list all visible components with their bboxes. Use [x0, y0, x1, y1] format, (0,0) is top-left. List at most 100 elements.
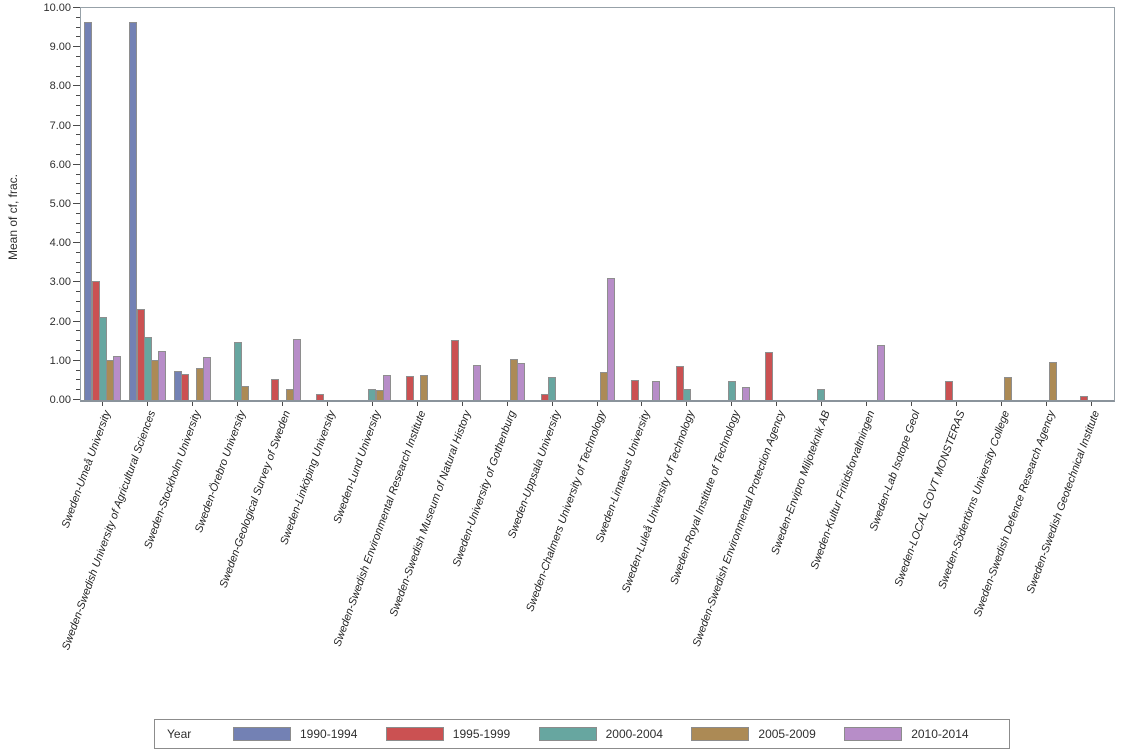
legend-item: 2005-2009 — [691, 727, 844, 741]
y-minor-tick — [76, 36, 80, 37]
bar — [607, 278, 615, 400]
x-category-label: Sweden-Umeå University — [59, 409, 114, 530]
x-tick — [417, 402, 418, 406]
y-tick-label: 8.00 — [49, 80, 71, 92]
legend-swatch — [385, 727, 444, 741]
y-tick-label: 4.00 — [49, 237, 71, 249]
legend-title: Year — [167, 727, 192, 741]
legend-swatch — [691, 727, 750, 741]
y-minor-tick — [76, 379, 80, 380]
x-category-label: Sweden-Swedish Environmental Protection … — [690, 409, 788, 649]
y-minor-tick — [76, 56, 80, 57]
x-category-label: Sweden-Uppsala University — [505, 409, 564, 541]
y-minor-tick — [76, 301, 80, 302]
x-tick — [911, 402, 912, 406]
x-tick — [776, 402, 777, 406]
bar — [84, 22, 92, 400]
y-minor-tick — [76, 134, 80, 135]
y-major-tick — [73, 125, 80, 126]
y-major-tick — [73, 85, 80, 86]
y-minor-tick — [76, 174, 80, 175]
bar — [129, 22, 137, 400]
bar — [742, 387, 750, 400]
legend-swatch — [844, 727, 903, 741]
x-tick — [1091, 402, 1092, 406]
y-minor-tick — [76, 183, 80, 184]
x-tick — [597, 402, 598, 406]
bar — [548, 377, 556, 400]
bar — [451, 340, 459, 400]
x-category-label: Sweden-Örebro University — [192, 409, 249, 535]
y-minor-tick — [76, 193, 80, 194]
bar — [1049, 362, 1057, 400]
y-major-tick — [73, 7, 80, 8]
legend: Year 1990-1994 1995-1999 2000-2004 2005-200… — [154, 719, 1010, 749]
x-tick — [372, 402, 373, 406]
x-category-label: Sweden-Swedish Defence Research Agency — [971, 409, 1058, 619]
legend-label: 1990-1994 — [300, 727, 358, 741]
y-minor-tick — [76, 311, 80, 312]
bar — [1004, 377, 1012, 400]
x-tick — [282, 402, 283, 406]
x-tick — [641, 402, 642, 406]
y-minor-tick — [76, 76, 80, 77]
bar — [203, 357, 211, 400]
y-major-tick — [73, 242, 80, 243]
y-tick-label: 3.00 — [49, 276, 71, 288]
bar — [234, 342, 242, 400]
y-tick-label: 10.00 — [43, 2, 71, 14]
y-minor-tick — [76, 340, 80, 341]
y-axis-title-wrap: Mean of cf, frac. — [0, 7, 26, 427]
legend-item: 2010-2014 — [844, 727, 997, 741]
x-tick — [1046, 402, 1047, 406]
y-tick-label: 1.00 — [49, 355, 71, 367]
legend-item: 1990-1994 — [233, 727, 386, 741]
bar — [293, 339, 301, 400]
x-tick — [1001, 402, 1002, 406]
x-category-label: Sweden-Swedish Environmental Research In… — [331, 409, 429, 649]
y-minor-tick — [76, 144, 80, 145]
y-minor-tick — [76, 370, 80, 371]
y-minor-tick — [76, 213, 80, 214]
x-category-label: Sweden-Swedish Museum of Natural History — [387, 409, 474, 619]
y-major-tick — [73, 164, 80, 165]
y-minor-tick — [76, 17, 80, 18]
y-tick-label: 2.00 — [49, 316, 71, 328]
x-tick — [866, 402, 867, 406]
legend-swatch — [538, 727, 597, 741]
y-axis-title: Mean of cf, frac. — [6, 173, 21, 261]
legend-item: 2000-2004 — [538, 727, 692, 741]
y-tick-label: 7.00 — [49, 120, 71, 132]
legend-item: 1995-1999 — [385, 727, 539, 741]
y-tick-label: 9.00 — [49, 41, 71, 53]
y-minor-tick — [76, 95, 80, 96]
bar — [158, 351, 166, 400]
x-tick — [552, 402, 553, 406]
y-minor-tick — [76, 272, 80, 273]
legend-swatch — [233, 727, 291, 741]
y-minor-tick — [76, 115, 80, 116]
y-minor-tick — [76, 66, 80, 67]
y-minor-tick — [76, 262, 80, 263]
y-tick-label: 0.00 — [49, 394, 71, 406]
x-tick — [147, 402, 148, 406]
bar — [181, 374, 189, 400]
x-tick — [731, 402, 732, 406]
legend-label: 2000-2004 — [605, 727, 663, 741]
y-minor-tick — [76, 291, 80, 292]
bar — [728, 381, 736, 400]
x-category-label: Sweden-Swedish University of Agricultura… — [60, 409, 159, 652]
bar — [652, 381, 660, 400]
y-minor-tick — [76, 252, 80, 253]
bar — [817, 389, 825, 400]
x-tick — [821, 402, 822, 406]
x-tick — [462, 402, 463, 406]
y-tick-label: 6.00 — [49, 159, 71, 171]
x-tick — [327, 402, 328, 406]
x-tick — [956, 402, 957, 406]
x-tick — [686, 402, 687, 406]
bar — [271, 379, 279, 400]
y-major-tick — [73, 203, 80, 204]
y-major-tick — [73, 360, 80, 361]
